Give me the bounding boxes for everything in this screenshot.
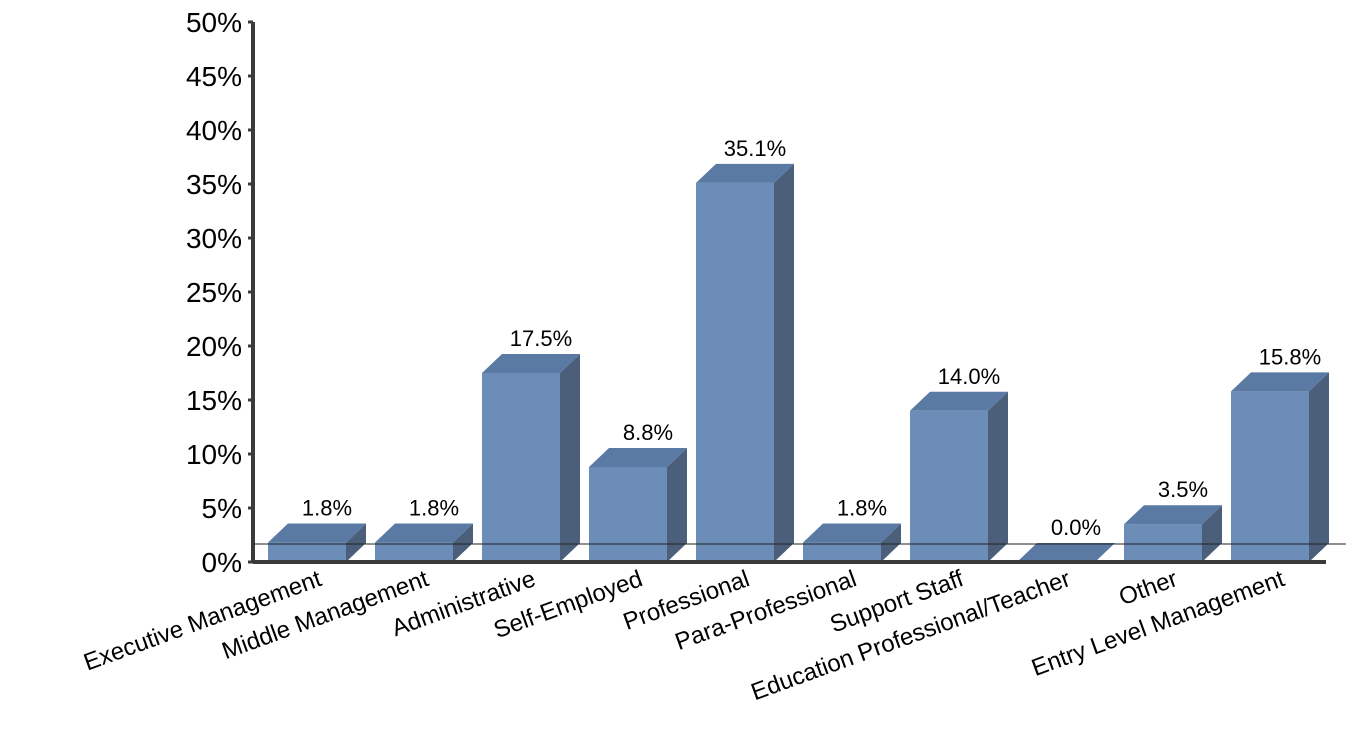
bar [268,523,366,562]
data-label: 3.5% [1158,477,1208,502]
bar [1231,372,1329,562]
bar-front [1124,524,1202,562]
bar-front [1231,391,1309,562]
bar-top [1231,372,1329,392]
data-label: 35.1% [724,136,786,161]
bar-top [910,391,1008,411]
bars-group [268,163,1329,563]
bar-side [560,354,580,562]
bar-side [667,447,687,562]
bar-front [910,410,988,562]
data-label: 14.0% [938,364,1000,389]
data-label: 8.8% [623,420,673,445]
bar [696,163,794,563]
bar [803,523,901,562]
bar-front [803,542,881,562]
bar-front [589,466,667,562]
y-tick-label: 40% [186,115,242,146]
data-label: 1.8% [302,496,352,521]
bar-side [346,523,366,562]
bar-top [1017,543,1115,562]
bar-side [774,163,794,563]
bar-side [1309,372,1329,562]
y-ticks-group: 0% 5% 10% 15% 20% 25% 30% 35% 40% 45% 50% [186,7,253,578]
data-label: 15.8% [1259,344,1321,369]
y-tick-label: 35% [186,169,242,200]
bar-top [375,523,473,543]
bar [1124,505,1222,562]
bar-top [1124,505,1222,525]
y-tick-label: 30% [186,223,242,254]
y-tick-label: 10% [186,439,242,470]
data-label: 1.8% [837,496,887,521]
y-tick-label: 20% [186,331,242,362]
bar-side [1202,505,1222,562]
bar-side [881,523,901,562]
bar-side [988,391,1008,562]
bar-front [375,542,453,562]
bar-front [482,373,560,562]
bar [1017,543,1115,562]
bar-top [696,163,794,183]
bar-side [453,523,473,562]
data-label: 0.0% [1051,515,1101,540]
data-labels-group: 1.8% 1.8% 17.5% 8.8% 35.1% 1.8% 14.0% 0.0% 3.5% 1… [302,136,1321,540]
bar [589,447,687,562]
y-tick-label: 45% [186,61,242,92]
bar [375,523,473,562]
bar-front [696,182,774,563]
bar-top [268,523,366,543]
y-tick-label: 15% [186,385,242,416]
bar [910,391,1008,562]
bar-top [482,354,580,373]
bar-top [589,447,687,467]
bar [482,354,580,562]
y-tick-label: 0% [202,547,242,578]
data-label: 17.5% [510,326,572,351]
bar-top [803,523,901,543]
bar-front [268,542,346,562]
data-label: 1.8% [409,496,459,521]
y-tick-label: 50% [186,7,242,38]
y-tick-label: 5% [202,493,242,524]
y-tick-label: 25% [186,277,242,308]
